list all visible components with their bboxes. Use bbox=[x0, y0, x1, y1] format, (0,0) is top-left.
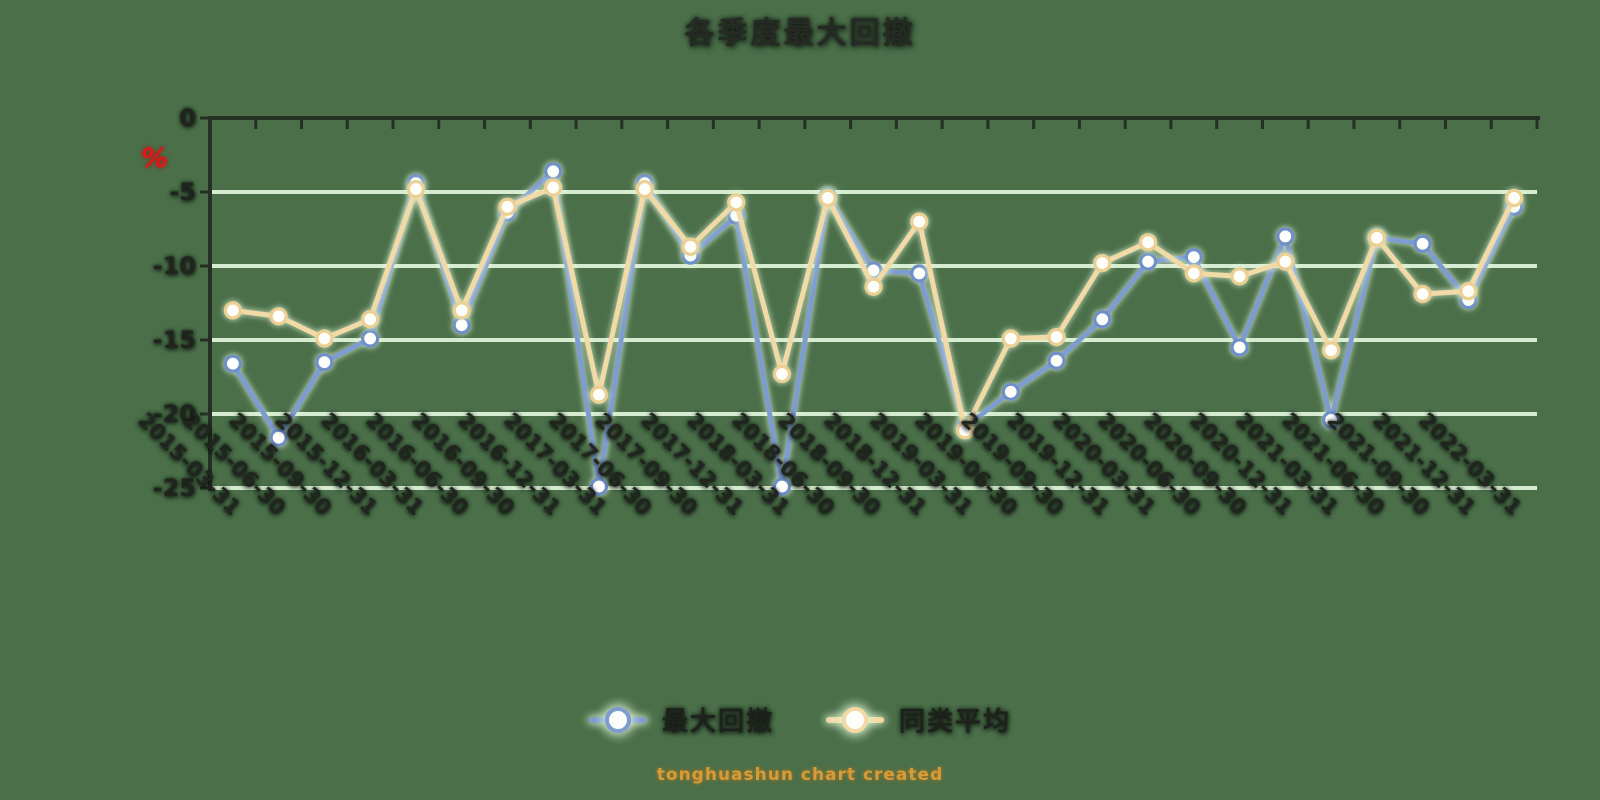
data-point bbox=[1230, 267, 1249, 286]
data-point bbox=[1184, 264, 1203, 283]
grid-layer bbox=[210, 190, 1537, 490]
data-point bbox=[498, 197, 517, 216]
data-point bbox=[1276, 227, 1295, 246]
data-point bbox=[1138, 233, 1158, 252]
data-point bbox=[1138, 252, 1158, 271]
y-axis-unit-label: % bbox=[141, 143, 169, 174]
data-point bbox=[1459, 282, 1478, 301]
data-point bbox=[727, 193, 746, 212]
axis-layer bbox=[200, 116, 1540, 491]
data-point bbox=[269, 307, 288, 326]
data-point bbox=[864, 277, 883, 296]
y-axis-label: -15 bbox=[152, 326, 196, 354]
data-point bbox=[315, 353, 334, 372]
y-axis-label: -5 bbox=[169, 178, 196, 206]
data-point bbox=[1413, 234, 1432, 253]
data-point bbox=[1093, 310, 1112, 329]
y-axis-label: -10 bbox=[152, 252, 196, 280]
data-point bbox=[1001, 329, 1020, 348]
data-point bbox=[772, 477, 792, 496]
series-1 bbox=[223, 178, 1524, 440]
data-point bbox=[1230, 338, 1249, 357]
data-point bbox=[544, 162, 563, 181]
data-point bbox=[406, 179, 426, 199]
data-point bbox=[452, 316, 471, 335]
legend-item-max-drawdown[interactable]: 最大回撤 bbox=[588, 701, 774, 738]
data-point bbox=[1047, 327, 1066, 347]
legend-marker-blue-icon bbox=[588, 706, 647, 734]
data-point bbox=[589, 477, 609, 496]
data-point bbox=[910, 264, 929, 283]
data-point bbox=[772, 364, 792, 384]
data-point bbox=[589, 385, 609, 404]
y-axis-label: -20 bbox=[152, 400, 196, 428]
y-axis-label: 0 bbox=[179, 104, 196, 132]
data-point bbox=[1321, 410, 1341, 430]
data-point bbox=[818, 188, 837, 208]
data-point bbox=[544, 178, 563, 197]
data-point bbox=[223, 301, 242, 320]
data-point bbox=[1276, 252, 1295, 271]
watermark-text: tonghuashun chart created bbox=[656, 765, 944, 785]
data-point bbox=[361, 310, 380, 329]
chart-legend: 最大回撤 同类平均 bbox=[0, 701, 1600, 738]
data-point bbox=[1413, 285, 1432, 304]
data-point bbox=[681, 237, 700, 256]
series-layer bbox=[223, 162, 1524, 496]
data-point bbox=[1367, 228, 1386, 247]
legend-label-max-drawdown: 最大回撤 bbox=[661, 707, 774, 737]
legend-label-category-average: 同类平均 bbox=[899, 707, 1012, 737]
data-point bbox=[269, 428, 288, 447]
data-point bbox=[1093, 253, 1112, 273]
y-axis-label: -25 bbox=[152, 474, 196, 502]
data-point bbox=[1321, 341, 1341, 360]
legend-item-category-average[interactable]: 同类平均 bbox=[826, 701, 1011, 738]
series-0 bbox=[223, 162, 1524, 496]
data-point bbox=[635, 179, 654, 199]
data-point bbox=[315, 329, 334, 348]
data-point bbox=[955, 421, 975, 440]
data-point bbox=[1047, 351, 1066, 370]
chart-title: 各季度最大回撤 bbox=[684, 16, 916, 51]
data-point bbox=[910, 212, 929, 231]
data-point bbox=[361, 329, 380, 348]
series-line-1 bbox=[230, 185, 1517, 433]
data-point bbox=[223, 354, 242, 373]
data-point bbox=[452, 301, 471, 320]
data-point bbox=[1184, 248, 1203, 267]
data-point bbox=[1001, 382, 1020, 401]
data-point bbox=[1505, 188, 1524, 208]
legend-marker-yellow-icon bbox=[826, 706, 884, 734]
